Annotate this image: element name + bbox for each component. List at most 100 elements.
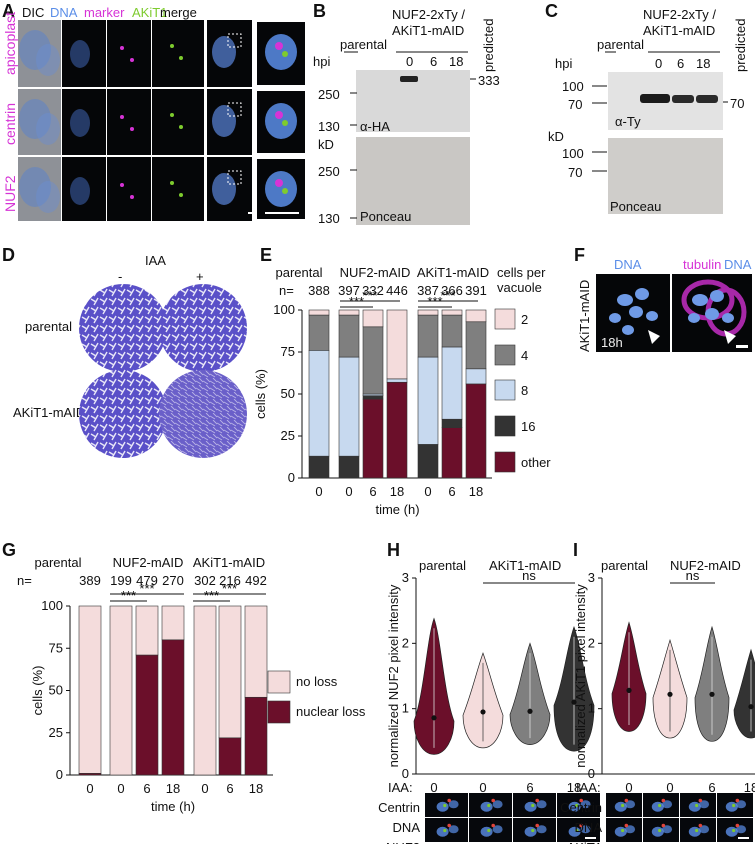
median-point	[626, 687, 632, 693]
x-tick-label: 0	[625, 780, 632, 795]
x-axis-label: time (h)	[151, 799, 195, 814]
thumbnail-nucleus	[736, 800, 747, 809]
legend-label-nuclear-loss: nuclear loss	[296, 704, 366, 719]
a-tile-r1-c2	[107, 89, 151, 155]
a-zoom-nucleus	[265, 103, 297, 139]
b-time-6: 6	[430, 54, 438, 69]
d-well-akit1-minus	[79, 370, 167, 458]
y-tick-label: 75	[49, 640, 63, 655]
panel-label-g: G	[2, 540, 17, 560]
a-dic-cell	[36, 113, 60, 145]
thumbnail-kinetochore	[732, 828, 736, 833]
legend-label-2: 2	[521, 312, 528, 327]
b-hpi: hpi	[313, 54, 331, 69]
legend-swatch-16	[494, 415, 516, 437]
bar-2	[441, 309, 463, 316]
group-label: AKiT1-mAID	[193, 555, 265, 570]
d-well-parental-minus	[79, 284, 167, 372]
thumbnail-kinetochore	[658, 828, 662, 833]
thumbnail-centrin	[624, 823, 629, 828]
n-value: 446	[386, 283, 408, 298]
x-tick-label: 6	[448, 484, 455, 499]
thumbnail-kinetochore	[487, 828, 491, 833]
a-dna-blob	[70, 109, 90, 137]
x-tick-label: 0	[479, 780, 486, 795]
y-tick-label: 100	[273, 302, 295, 317]
y-tick-label: 3	[402, 570, 409, 585]
group-label: NUF2-mAID	[340, 265, 411, 280]
a-dic-cell	[19, 167, 51, 207]
bar-2	[338, 309, 360, 316]
thumbnail-kinetochore	[658, 803, 662, 808]
group-label: NUF2-mAID	[670, 558, 741, 573]
a-channel-dna: DNA	[50, 5, 78, 20]
bar-2	[362, 309, 384, 328]
f-right-title-1: tubulin	[683, 257, 722, 272]
a-channel-dic: DIC	[22, 5, 45, 20]
thumbnail-kinetochore	[575, 828, 579, 833]
median-point	[431, 715, 437, 721]
d-row-parental: parental	[25, 319, 72, 334]
b-time-0: 0	[406, 54, 414, 69]
b-header-1: NUF2-2xTy /	[392, 7, 465, 22]
a-channel-akit1: AKiT1	[132, 5, 168, 20]
stain-label: NUF2	[386, 840, 420, 844]
iaa-label: IAA:	[576, 780, 601, 795]
thumbnail-centrin	[447, 823, 452, 828]
x-tick-label: 6	[526, 780, 533, 795]
c-pmarker-70: 70	[568, 165, 583, 180]
a-akit1-dot	[170, 44, 174, 48]
thumbnail-kinetochore	[695, 828, 699, 833]
y-tick-label: 1	[588, 701, 595, 716]
a-tile-r2-c2	[107, 157, 151, 221]
panel-label-e: E	[260, 245, 273, 265]
a-dic-cell	[36, 44, 60, 76]
thumbnail-nucleus	[651, 826, 664, 837]
c-ponceau-blot	[608, 138, 723, 214]
n-value: 199	[110, 573, 132, 588]
n-value: 332	[362, 283, 384, 298]
median-point	[748, 704, 754, 710]
thumbnail-nucleus	[536, 825, 547, 834]
x-tick-label: 6	[708, 780, 715, 795]
d-iaa: IAA	[145, 253, 166, 268]
x-tick-label: 18	[744, 780, 755, 795]
a-marker-dot	[120, 46, 124, 50]
thumbnail-kinetochore	[531, 803, 535, 808]
x-tick-label: 0	[117, 781, 124, 796]
thumbnail-centrin	[579, 798, 583, 803]
a-zoom-box	[227, 102, 242, 117]
median-point	[709, 691, 715, 697]
stain-label: Centrin	[378, 800, 420, 815]
thumbnail-centrin	[447, 798, 452, 803]
thumbnail-centrin	[535, 798, 539, 803]
thumbnail-scale-bar	[738, 837, 749, 839]
a-zoom-akit1	[282, 120, 288, 126]
a-channel-marker: marker	[84, 5, 125, 20]
thumbnail-nucleus	[688, 826, 701, 837]
legend-swatch-other	[494, 451, 516, 473]
thumbnail-nucleus	[580, 800, 591, 809]
thumbnail-nucleus	[448, 825, 459, 834]
f-arrowhead-left	[648, 330, 660, 344]
thumbnail-scale-bar	[585, 837, 596, 839]
d-minus: -	[118, 269, 123, 284]
thumbnail-nucleus	[536, 800, 547, 809]
a-akit1-dot	[179, 193, 183, 197]
thumbnail-centrin	[579, 823, 583, 828]
b-parental: parental	[340, 37, 387, 52]
x-tick-label: 18	[166, 781, 180, 796]
b-ponceau: Ponceau	[360, 209, 412, 224]
x-tick-label: 18	[390, 484, 404, 499]
c-marker-100: 100	[562, 79, 584, 94]
a-marker-dot	[120, 183, 124, 187]
a-marker-dot	[130, 58, 134, 62]
thumbnail-nucleus	[699, 825, 710, 834]
sig-label: ***	[139, 581, 154, 596]
y-tick-label: 0	[402, 766, 409, 781]
thumbnail-kinetochore	[621, 828, 625, 833]
n-label: n=	[279, 283, 294, 298]
n-value: 387	[417, 283, 439, 298]
